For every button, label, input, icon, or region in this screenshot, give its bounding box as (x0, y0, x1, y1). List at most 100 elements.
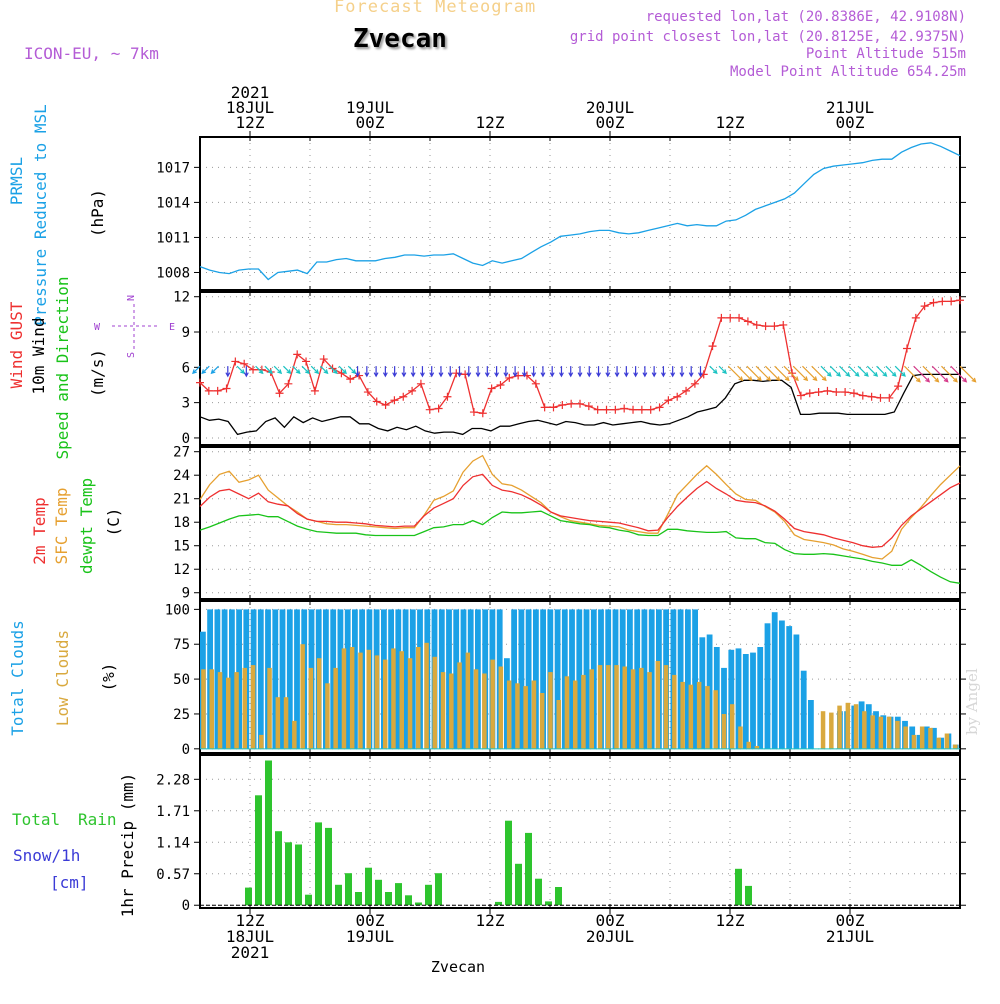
wind-direction-arrow (201, 365, 210, 375)
gust-marker (885, 393, 894, 402)
time-label-bottom: 18JUL (226, 927, 274, 946)
total-cloud-bar (873, 711, 879, 749)
low-cloud-bar (903, 726, 908, 749)
total-cloud-bar (518, 609, 525, 749)
total-cloud-bar (786, 626, 793, 749)
wind-direction-arrow (484, 366, 490, 378)
rain-bar (735, 868, 742, 906)
gust-marker (920, 302, 929, 311)
panel-frame (199, 136, 961, 291)
low-cloud-bar (606, 665, 611, 749)
y-tick-label: 1.71 (156, 804, 190, 820)
gust-marker (655, 403, 664, 412)
total-cloud-bar (916, 734, 923, 749)
grid-point-location: grid point closest lon,lat (20.8125E, 42… (569, 29, 966, 45)
wind-direction-arrow (586, 366, 592, 378)
wind-direction-arrow (457, 366, 462, 378)
rain-bar (335, 884, 342, 906)
rain-bar (295, 844, 302, 906)
wind-direction-arrow (568, 366, 574, 378)
y-tick-label: 3 (182, 396, 190, 412)
low-cloud-bar (432, 656, 437, 749)
wind-direction-arrow (709, 365, 718, 375)
wind-direction-arrow (651, 366, 657, 378)
low-cloud-bar (217, 672, 223, 749)
y-tick-label: 6 (182, 360, 190, 376)
wind-direction-arrow (698, 366, 703, 378)
y-tick-label: 0.57 (156, 867, 190, 883)
wind-direction-arrow (922, 365, 940, 383)
low-cloud-bar (614, 665, 619, 749)
wind-direction-arrow (950, 365, 968, 383)
total-cloud-bar (467, 609, 474, 749)
rain-bar (405, 895, 412, 906)
y-tick-label: 1008 (156, 265, 190, 281)
rain-bar (495, 901, 502, 906)
total-cloud-bar (677, 609, 684, 749)
wind-direction-arrow (688, 366, 694, 378)
time-label-top: 18JUL (226, 98, 274, 117)
gust-marker (956, 296, 964, 305)
wind-direction-arrow (540, 366, 546, 378)
gust-marker (240, 359, 249, 368)
time-label-top: 20JUL (586, 98, 634, 117)
time-label-top: 12Z (716, 113, 745, 132)
gust-marker (549, 403, 558, 412)
low-cloud-bar (911, 734, 917, 749)
temp-2m-line (199, 473, 961, 548)
total-cloud-bar (446, 609, 452, 749)
low-cloud-bar (407, 658, 413, 749)
gust-marker (735, 313, 744, 322)
wind-direction-arrow (512, 366, 518, 378)
y-tick-label: 25 (173, 707, 190, 723)
wind-direction-arrow (475, 366, 481, 378)
total-cloud-bar (257, 609, 264, 749)
low-cloud-bar (820, 711, 826, 749)
wind-direction-arrow (364, 366, 370, 378)
low-cloud-bar (647, 672, 652, 749)
gust-marker (222, 384, 231, 393)
y-tick-label: 1014 (156, 195, 190, 211)
y-tick-label: 100 (165, 602, 190, 618)
low-cloud-bar (688, 684, 694, 749)
total-cloud-bar (569, 609, 575, 749)
wind-direction-arrow (466, 366, 472, 378)
low-cloud-bar (490, 659, 495, 749)
rain-bar (515, 863, 522, 906)
gust-marker (637, 405, 646, 414)
gust-marker (310, 386, 319, 395)
gust-marker (947, 297, 956, 306)
y-tick-label: 2.28 (156, 772, 190, 788)
wind-direction-arrow (857, 365, 869, 377)
low-cloud-bar (944, 733, 950, 749)
gust-marker (434, 404, 443, 413)
time-label-bottom: 20JUL (586, 927, 634, 946)
gust-marker (540, 403, 549, 412)
total-cloud-bar (641, 609, 648, 749)
compass-w: W (94, 322, 101, 333)
low-cloud-bar (316, 658, 322, 749)
gust-marker (726, 313, 735, 322)
gust-marker (487, 384, 496, 393)
low-cloud-bar (449, 673, 454, 749)
time-label-top: 00Z (596, 113, 625, 132)
gust-marker (646, 405, 655, 414)
rain-bar (415, 902, 422, 906)
low-cloud-bar (250, 665, 256, 749)
total-cloud-bar (286, 609, 293, 749)
pressure-reduced-label: Pressure Reduced to MSL (31, 104, 50, 326)
panel-frame (199, 446, 961, 600)
low-cloud-bar (333, 667, 338, 749)
gust-marker (717, 313, 726, 322)
low-cloud-bar (416, 647, 421, 749)
gust-marker (558, 400, 567, 409)
gust-marker (531, 379, 540, 388)
percent-label: (%) (99, 663, 118, 692)
gust-marker (708, 342, 717, 351)
gust-marker (858, 391, 867, 400)
gust-marker (399, 392, 408, 401)
temp-sfc-label: SFC Temp (52, 487, 71, 564)
rain-bar (255, 795, 262, 906)
wind-direction-arrow (642, 366, 648, 378)
